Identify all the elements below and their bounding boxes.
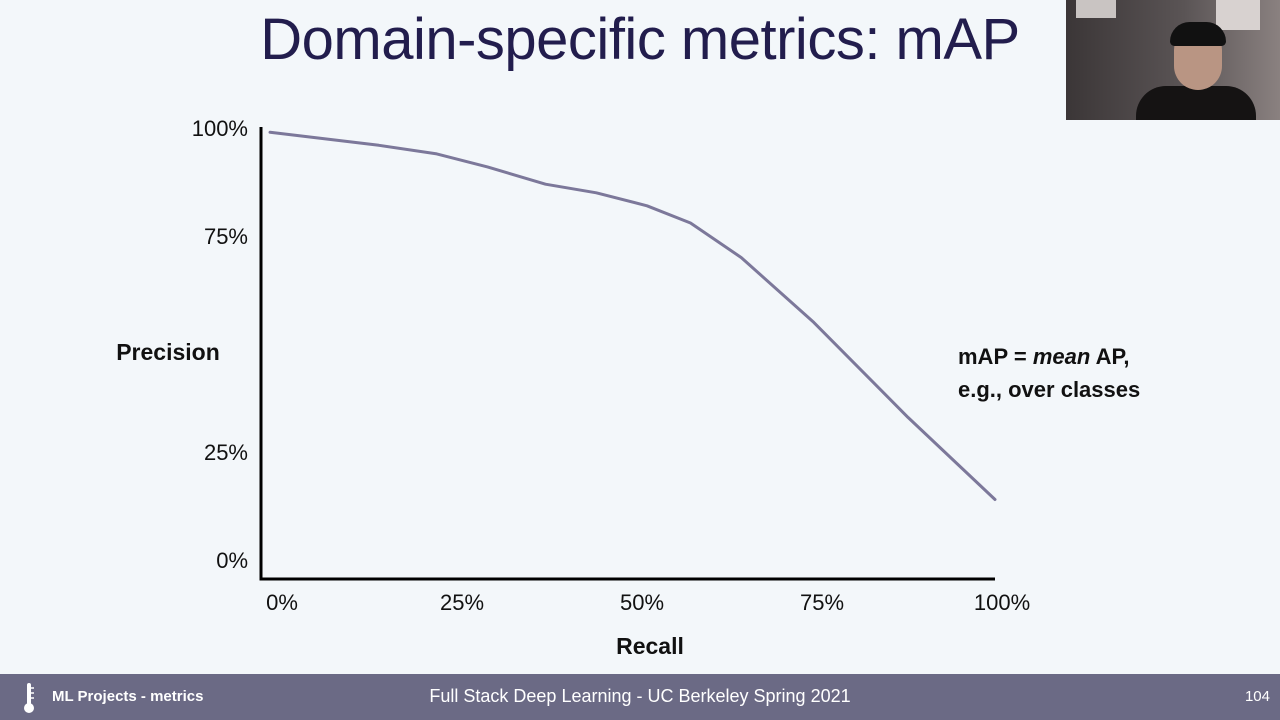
footer-course-title: Full Stack Deep Learning - UC Berkeley S… (429, 686, 851, 706)
thermometer-icon (24, 683, 34, 713)
annotation-line-1: mAP = mean AP, (958, 340, 1140, 373)
footer-section-label: ML Projects - metrics (52, 688, 204, 705)
curve-layer (268, 130, 997, 501)
y-tick-label: 100% (192, 116, 248, 141)
y-tick-label: 75% (204, 224, 248, 249)
annotation-line-2: e.g., over classes (958, 377, 1141, 402)
page-number: 104 (1244, 688, 1270, 705)
wall-picture (1216, 0, 1260, 30)
x-axis-title: Recall (616, 633, 684, 659)
annotation-italic: mean (1032, 344, 1091, 369)
slide-footer: ML Projects - metrics Full Stack Deep Le… (0, 674, 1280, 720)
x-tick-label: 0% (266, 590, 298, 615)
y-tick-label: 25% (204, 440, 248, 465)
slide-title: Domain-specific metrics: mAP (260, 7, 1020, 72)
wall-picture (1076, 0, 1116, 18)
x-tick-label: 50% (620, 590, 664, 615)
x-tick-labels: 0% 25% 50% 75% 100% (266, 590, 1030, 615)
x-tick-label: 100% (974, 590, 1030, 615)
x-tick-label: 25% (440, 590, 484, 615)
presenter-webcam (1066, 0, 1280, 120)
y-axis-title: Precision (116, 339, 220, 365)
y-tick-label: 0% (216, 548, 248, 573)
x-tick-label: 75% (800, 590, 844, 615)
annotation-prefix: mAP = (958, 344, 1033, 369)
presenter-body (1136, 86, 1256, 120)
presenter-hair (1170, 22, 1226, 46)
annotation-suffix: AP, (1090, 344, 1130, 369)
pr-curve-line (268, 130, 997, 501)
y-tick-labels: 100% 75% 25% 0% (192, 116, 248, 573)
map-annotation: mAP = mean AP, e.g., over classes (958, 340, 1140, 406)
